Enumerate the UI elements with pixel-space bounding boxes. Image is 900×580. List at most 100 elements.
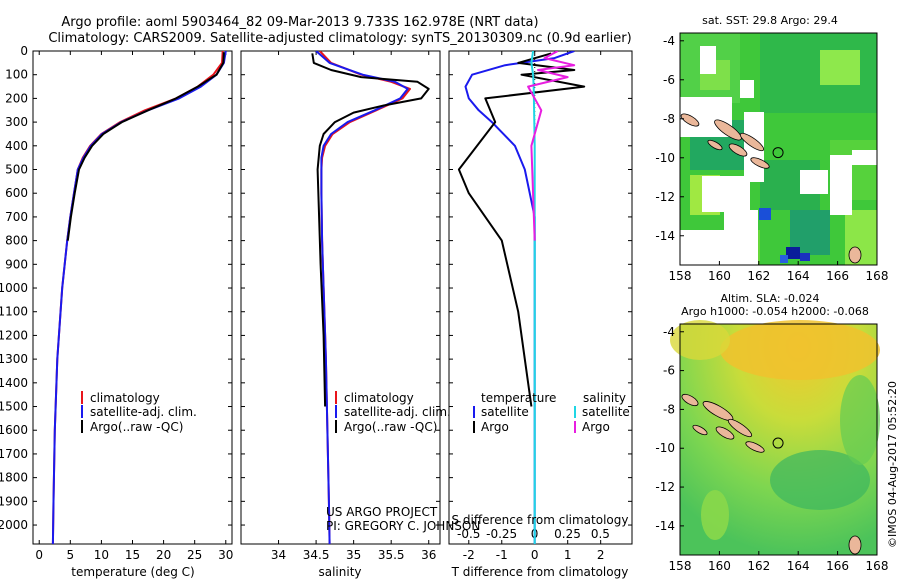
figure-title-line1: Argo profile: aoml 5903464_82 09-Mar-201…: [61, 15, 538, 30]
pi-credit: PI: GREGORY C. JOHNSON: [326, 519, 480, 533]
sst-map-islands: [680, 113, 862, 264]
depth-tick-label: 800: [5, 234, 28, 248]
depth-tick-label: 1400: [0, 376, 28, 390]
x-tick-label: 5: [66, 548, 74, 562]
salinity-panel-frame: [240, 50, 441, 545]
x-tick-label: 30: [218, 548, 233, 562]
temperature-axis-label: temperature (deg C): [71, 565, 194, 579]
depth-tick-label: 1200: [0, 328, 28, 342]
depth-tick-label: 400: [5, 139, 28, 153]
map-lat-label: -4: [663, 34, 675, 48]
depth-tick-label: 100: [5, 68, 28, 82]
legend-satellite-label: satellite-adj. clim.: [90, 405, 197, 419]
map-lat-label: -12: [655, 480, 675, 494]
map-lat-label: -6: [663, 364, 675, 378]
depth-tick-label: 700: [5, 210, 28, 224]
map-lat-label: -10: [655, 441, 675, 455]
map-lat-label: -8: [663, 112, 675, 126]
series-line-temperature-argo: [457, 52, 586, 407]
map-lat-label: -6: [663, 73, 675, 87]
depth-tick-label: 900: [5, 257, 28, 271]
x-tick-label: 1: [564, 548, 572, 562]
x-tick-label: 0: [531, 548, 539, 562]
legend-argo-label: Argo(..raw -QC): [90, 420, 183, 434]
depth-tick-label: 1000: [0, 281, 28, 295]
temperature-series: [51, 51, 227, 544]
sst-map-title: sat. SST: 29.8 Argo: 29.4: [702, 14, 838, 27]
s-diff-axis-label: S difference from climatology: [452, 513, 629, 527]
sla-map-field: [670, 320, 880, 555]
difference-panel-frame: [448, 50, 633, 545]
x-tick-label: -2: [463, 548, 475, 562]
diff-legend-temperature-heading: temperature: [481, 391, 556, 405]
s-diff-tick-label: -0.5: [457, 527, 480, 541]
series-line-satellite-adj-clim-: [51, 51, 227, 544]
difference-series: [457, 51, 586, 544]
sst-map-ticks: 158 160 162 164 166 168 -4 -6 -8 -10 -12 -14: [655, 34, 888, 283]
map-lon-label: 160: [708, 269, 731, 283]
depth-tick-label: 300: [5, 115, 28, 129]
x-tick-label: 20: [156, 548, 171, 562]
sla-map-title: Altim. SLA: -0.024: [720, 292, 819, 305]
map-lon-label: 158: [669, 269, 692, 283]
sla-map-argo-marker: [772, 437, 784, 449]
map-lon-label: 162: [747, 269, 770, 283]
project-credit: US ARGO PROJECT: [326, 505, 438, 519]
depth-tick-label: 1500: [0, 400, 28, 414]
x-tick-label: 35: [346, 548, 361, 562]
depth-tick-label: 1900: [0, 494, 28, 508]
map-lon-label: 166: [826, 269, 849, 283]
imos-credit: ©IMOS 04-Aug-2017 05:52:20: [886, 381, 899, 548]
map-lon-label: 160: [708, 559, 731, 573]
legend-climatology-label: climatology: [90, 391, 160, 405]
x-tick-label: 35.5: [378, 548, 405, 562]
salinity-legend-satellite-label: satellite-adj. clim.: [344, 405, 451, 419]
map-lon-label: 164: [787, 269, 810, 283]
salinity-series: [311, 51, 430, 544]
series-line-satellite-adj-clim-: [315, 51, 409, 544]
salinity-legend-climatology-label: climatology: [344, 391, 414, 405]
t-diff-axis-label: T difference from climatology: [451, 565, 629, 579]
series-line-argo-raw-qc-: [66, 52, 225, 241]
x-tick-label: 36: [421, 548, 436, 562]
depth-tick-label: 1100: [0, 305, 28, 319]
sla-map-ticks: 158 160 162 164 166 168 -4 -6 -8 -10 -12 -14: [655, 325, 888, 573]
temperature-panel-frame: [32, 50, 233, 545]
figure-title-line2: Climatology: CARS2009. Satellite-adjuste…: [48, 31, 631, 46]
depth-tick-label: 200: [5, 91, 28, 105]
depth-tick-label: 1700: [0, 447, 28, 461]
map-lat-label: -14: [655, 229, 675, 243]
diff-legend-t-satellite-label: satellite: [481, 405, 529, 419]
depth-tick-label: 2000: [0, 518, 28, 532]
map-lon-label: 168: [866, 269, 889, 283]
x-tick-label: -1: [496, 548, 508, 562]
x-tick-label: 10: [94, 548, 109, 562]
x-tick-label: 15: [125, 548, 140, 562]
diff-legend-s-satellite-label: satellite: [582, 405, 630, 419]
depth-tick-label: 1600: [0, 423, 28, 437]
map-lon-label: 168: [866, 559, 889, 573]
s-diff-tick-label: -0.25: [486, 527, 517, 541]
diff-legend-s-argo-label: Argo: [582, 420, 610, 434]
sla-map-subtitle: Argo h1000: -0.054 h2000: -0.068: [681, 305, 869, 318]
series-line-salinity-argo: [527, 51, 576, 241]
x-tick-label: 34.5: [303, 548, 330, 562]
sst-map-argo-marker: [772, 147, 784, 159]
map-lat-label: -14: [655, 519, 675, 533]
map-lat-label: -10: [655, 151, 675, 165]
diff-legend-salinity-heading: salinity: [583, 391, 626, 405]
x-tick-label: 34: [271, 548, 286, 562]
depth-axis: 0 100 200 300 400 500 600 700 800 900 1000 1100 1200…: [0, 44, 632, 532]
sla-map-islands: [681, 393, 862, 555]
map-lon-label: 166: [826, 559, 849, 573]
depth-tick-label: 1300: [0, 352, 28, 366]
map-lat-label: -12: [655, 190, 675, 204]
map-lat-label: -8: [663, 402, 675, 416]
depth-tick-label: 1800: [0, 471, 28, 485]
depth-tick-label: 0: [20, 44, 28, 58]
x-tick-label: 0: [35, 548, 43, 562]
s-diff-tick-label: 0.25: [554, 527, 581, 541]
series-line-argo-raw-qc-: [311, 53, 430, 407]
sst-map-frame: [679, 32, 878, 266]
